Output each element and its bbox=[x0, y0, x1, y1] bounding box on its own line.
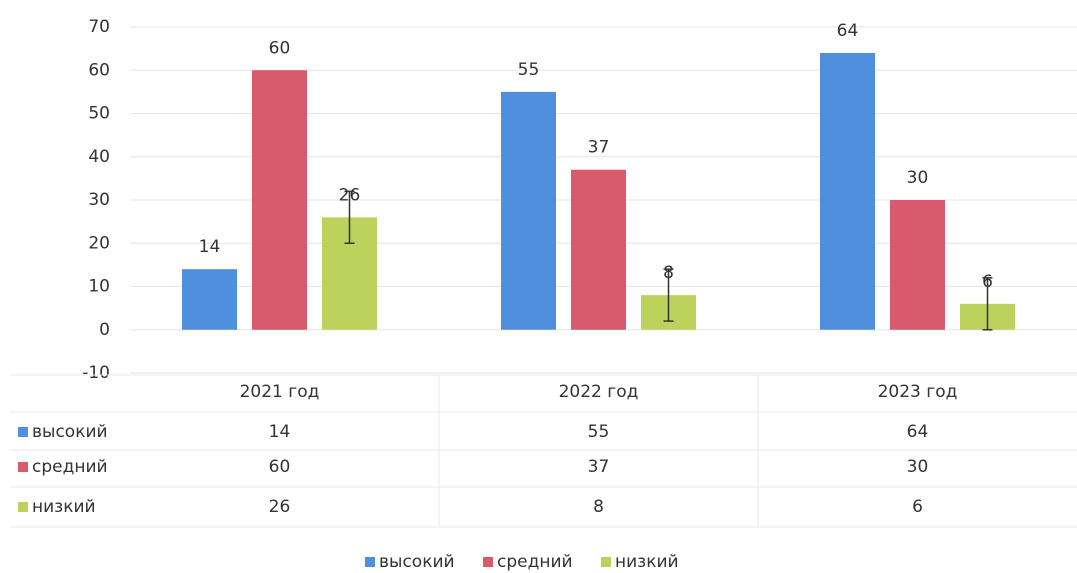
y-tick-label: 50 bbox=[88, 104, 110, 124]
table-cell: 37 bbox=[588, 457, 610, 477]
table-cell: 60 bbox=[269, 457, 291, 477]
bar bbox=[501, 91, 556, 330]
y-tick-label: 0 bbox=[99, 320, 110, 340]
table-cell: 55 bbox=[588, 422, 610, 442]
bar bbox=[571, 169, 626, 330]
table-row-label: средний bbox=[32, 457, 108, 477]
data-label: 14 bbox=[199, 237, 221, 257]
bar bbox=[820, 52, 875, 330]
error-bar bbox=[344, 190, 355, 244]
y-tick-label: 30 bbox=[88, 190, 110, 210]
table-cell: 64 bbox=[907, 422, 929, 442]
y-tick-label: 60 bbox=[88, 60, 110, 80]
table-cell: 6 bbox=[912, 497, 923, 517]
table-cell: 26 bbox=[269, 497, 291, 517]
x-tick-label: 2021 год bbox=[240, 382, 320, 402]
x-tick-label: 2022 год bbox=[559, 382, 639, 402]
error-bar bbox=[982, 277, 993, 331]
legend-key bbox=[18, 502, 28, 512]
legend-key bbox=[483, 557, 493, 567]
error-bar bbox=[663, 268, 674, 322]
data-label: 37 bbox=[588, 138, 610, 158]
data-label: 30 bbox=[907, 168, 929, 188]
data-label: 55 bbox=[518, 60, 540, 80]
y-tick-label: 20 bbox=[88, 233, 110, 253]
data-label: 60 bbox=[269, 38, 291, 58]
legend-label: средний bbox=[497, 552, 573, 572]
y-tick-label: 70 bbox=[88, 17, 110, 37]
table-cell: 30 bbox=[907, 457, 929, 477]
x-tick-label: 2023 год bbox=[878, 382, 958, 402]
table-cell: 8 bbox=[593, 497, 604, 517]
y-tick-label: -10 bbox=[82, 363, 110, 383]
bar bbox=[890, 200, 945, 330]
y-tick-label: 10 bbox=[88, 277, 110, 297]
legend-label: низкий bbox=[615, 552, 679, 572]
table-row-label: высокий bbox=[32, 422, 108, 442]
legend-label: высокий bbox=[379, 552, 455, 572]
legend-key bbox=[365, 557, 375, 567]
table-row-label: низкий bbox=[32, 497, 96, 517]
legend-key bbox=[18, 462, 28, 472]
bar bbox=[252, 70, 307, 330]
table-cell: 14 bbox=[269, 422, 291, 442]
legend-key bbox=[601, 557, 611, 567]
data-label: 64 bbox=[837, 21, 859, 41]
y-tick-label: 40 bbox=[88, 147, 110, 167]
bar bbox=[182, 269, 237, 330]
legend-key bbox=[18, 427, 28, 437]
